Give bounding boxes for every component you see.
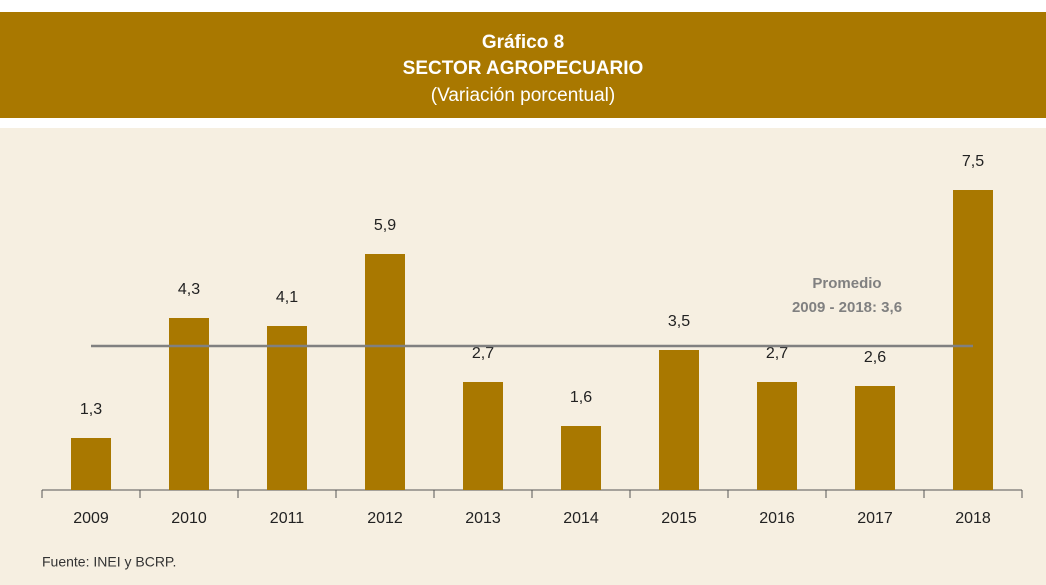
value-label: 2,6 [864,349,886,366]
x-tick-label: 2018 [955,510,991,527]
value-label: 2,7 [472,345,494,362]
value-label: 7,5 [962,153,984,170]
x-tick-label: 2016 [759,510,795,527]
bar [659,350,699,490]
value-label: 1,3 [80,401,102,418]
value-label: 5,9 [374,217,396,234]
average-annotation: Promedio [812,275,881,292]
x-tick-label: 2015 [661,510,697,527]
bar [855,386,895,490]
x-tick-label: 2014 [563,510,599,527]
chart-subtitle: SECTOR AGROPECUARIO [403,58,644,79]
x-tick-label: 2011 [270,510,305,527]
bar [169,318,209,490]
x-tick-label: 2009 [73,510,109,527]
bar [463,382,503,490]
bar [757,382,797,490]
unit-label: (Variación porcentual) [431,85,615,106]
source-note: Fuente: INEI y BCRP. [42,554,176,570]
value-label: 4,1 [276,289,298,306]
x-tick-label: 2012 [367,510,403,527]
x-tick-label: 2013 [465,510,501,527]
value-label: 3,5 [668,313,690,330]
bar [267,326,307,490]
value-label: 1,6 [570,389,592,406]
x-tick-label: 2017 [857,510,893,527]
bar [561,426,601,490]
average-annotation: 2009 - 2018: 3,6 [792,299,902,316]
bar [71,438,111,490]
bar [953,190,993,490]
bar [365,254,405,490]
x-tick-label: 2010 [171,510,207,527]
header-band [0,12,1046,118]
value-label: 4,3 [178,281,200,298]
chart-title: Gráfico 8 [482,32,564,53]
value-label: 2,7 [766,345,788,362]
